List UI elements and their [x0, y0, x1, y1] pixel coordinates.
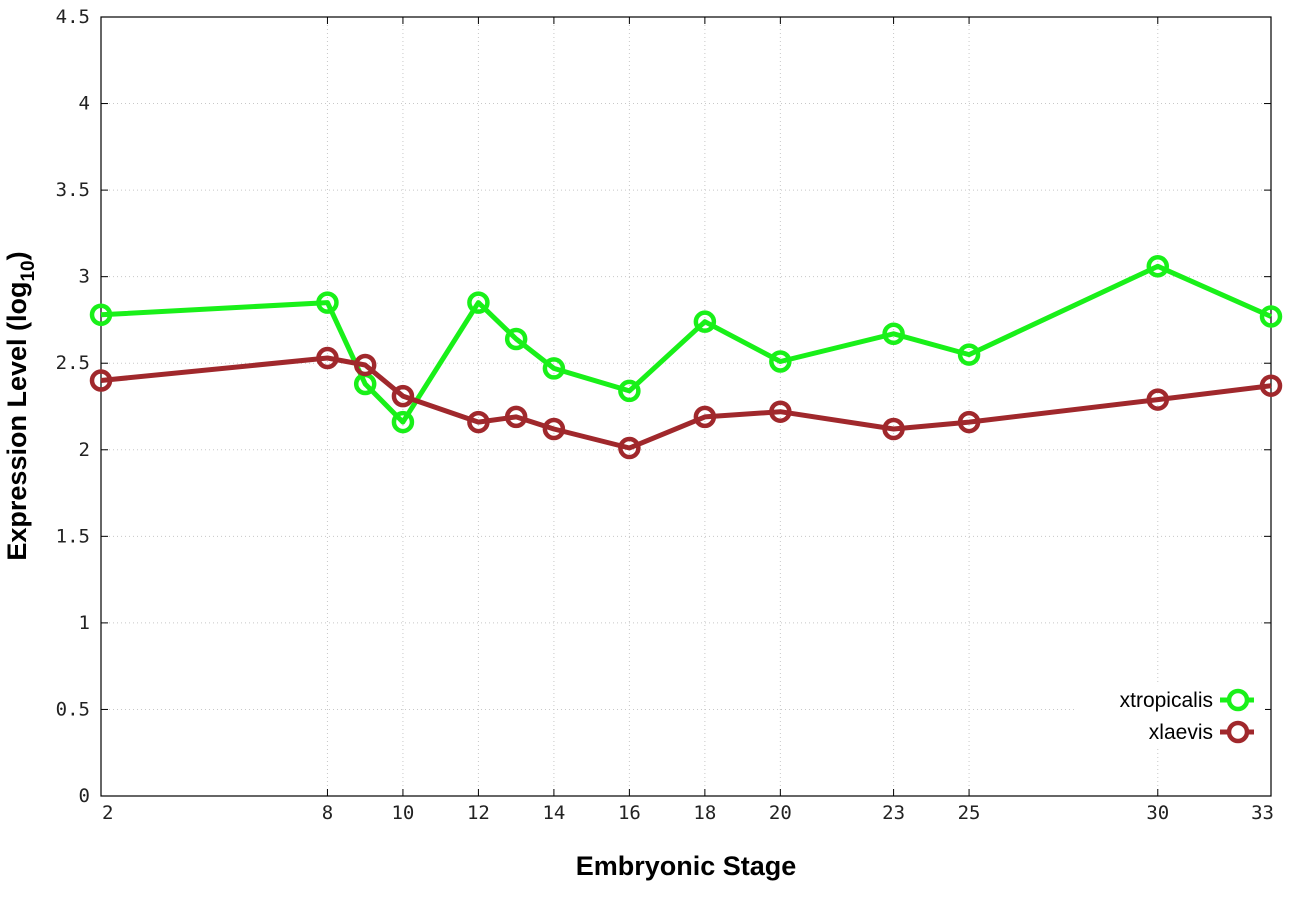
- x-tick-label: 8: [322, 802, 333, 824]
- data-point-xlaevis: [693, 405, 717, 429]
- data-point-xtropicalis: [957, 343, 981, 366]
- x-tick-label: 30: [1146, 802, 1169, 824]
- y-tick-label: 3: [79, 266, 90, 288]
- y-tick-label: 3.5: [56, 179, 90, 201]
- y-axis-title-subscript: 10: [18, 260, 39, 281]
- y-tick-label: 4: [79, 93, 90, 115]
- data-point-xtropicalis: [882, 322, 905, 346]
- x-tick-label: 18: [693, 802, 716, 824]
- data-point-xtropicalis: [1259, 305, 1283, 328]
- x-tick-label: 10: [391, 802, 414, 824]
- data-point-xlaevis: [769, 400, 792, 423]
- x-tick-label: 25: [958, 802, 981, 824]
- data-point-xlaevis: [316, 346, 339, 370]
- y-tick-label: 1.5: [56, 525, 90, 547]
- data-point-xtropicalis: [391, 410, 415, 434]
- data-point-xlaevis: [1259, 374, 1283, 397]
- x-axis-title: Embryonic Stage: [576, 851, 797, 881]
- legend-marker-xtropicalis: [1226, 688, 1250, 712]
- data-point-xlaevis: [391, 384, 415, 408]
- legend-marker-xlaevis: [1226, 720, 1250, 744]
- x-tick-label: 2: [102, 802, 113, 824]
- data-point-xtropicalis: [467, 291, 490, 314]
- y-tick-label: 2: [79, 439, 90, 461]
- data-point-xtropicalis: [504, 327, 528, 351]
- x-tick-label: 14: [542, 802, 565, 824]
- y-axis-title-main: Expression Level (log: [2, 282, 32, 561]
- data-point-xlaevis: [467, 410, 490, 434]
- data-point-xtropicalis: [769, 350, 792, 373]
- legend-label-xlaevis: xlaevis: [1149, 721, 1213, 744]
- x-tick-label: 23: [882, 802, 905, 824]
- x-tick-label: 16: [618, 802, 641, 824]
- series-line-xtropicalis: [100, 263, 1273, 425]
- data-point-xtropicalis: [316, 291, 339, 314]
- legend: xtropicalis xlaevis: [1075, 683, 1265, 749]
- y-tick-label: 0: [79, 785, 90, 807]
- data-point-xtropicalis: [89, 303, 113, 327]
- y-axis-title: Expression Level (log10): [2, 251, 39, 560]
- data-point-xtropicalis: [542, 357, 566, 380]
- data-point-xlaevis: [353, 353, 377, 377]
- data-point-xtropicalis: [618, 379, 641, 403]
- series-line-xlaevis: [100, 355, 1272, 451]
- y-tick-label: 2.5: [56, 352, 90, 374]
- data-point-xtropicalis: [1146, 255, 1170, 278]
- x-tick-label: 20: [769, 802, 792, 824]
- y-tick-label: 1: [79, 612, 90, 634]
- data-point-xlaevis: [1146, 388, 1170, 411]
- data-point-xtropicalis: [693, 310, 717, 333]
- x-tick-label: 33: [1251, 802, 1274, 824]
- y-axis-title-end: ): [2, 251, 32, 260]
- axis-ticks: 0 0.5 1 1.5 2 2.5 3 3.5 4 4.5 2 8 10 12 14 16 18 20 23 25 30…: [56, 6, 1274, 824]
- x-tick-label: 12: [467, 802, 490, 824]
- data-point-xlaevis: [542, 417, 566, 441]
- data-point-xlaevis: [957, 410, 981, 434]
- data-point-xlaevis: [89, 369, 113, 392]
- y-tick-label: 4.5: [56, 6, 90, 28]
- y-tick-label: 0.5: [56, 698, 90, 720]
- data-point-xlaevis: [618, 436, 641, 460]
- grid-lines: [101, 17, 1271, 796]
- legend-label-xtropicalis: xtropicalis: [1120, 689, 1213, 712]
- series-layer: [89, 255, 1283, 460]
- data-point-xlaevis: [882, 417, 905, 441]
- plot-area-frame: [100, 16, 1272, 797]
- data-point-xlaevis: [504, 405, 528, 429]
